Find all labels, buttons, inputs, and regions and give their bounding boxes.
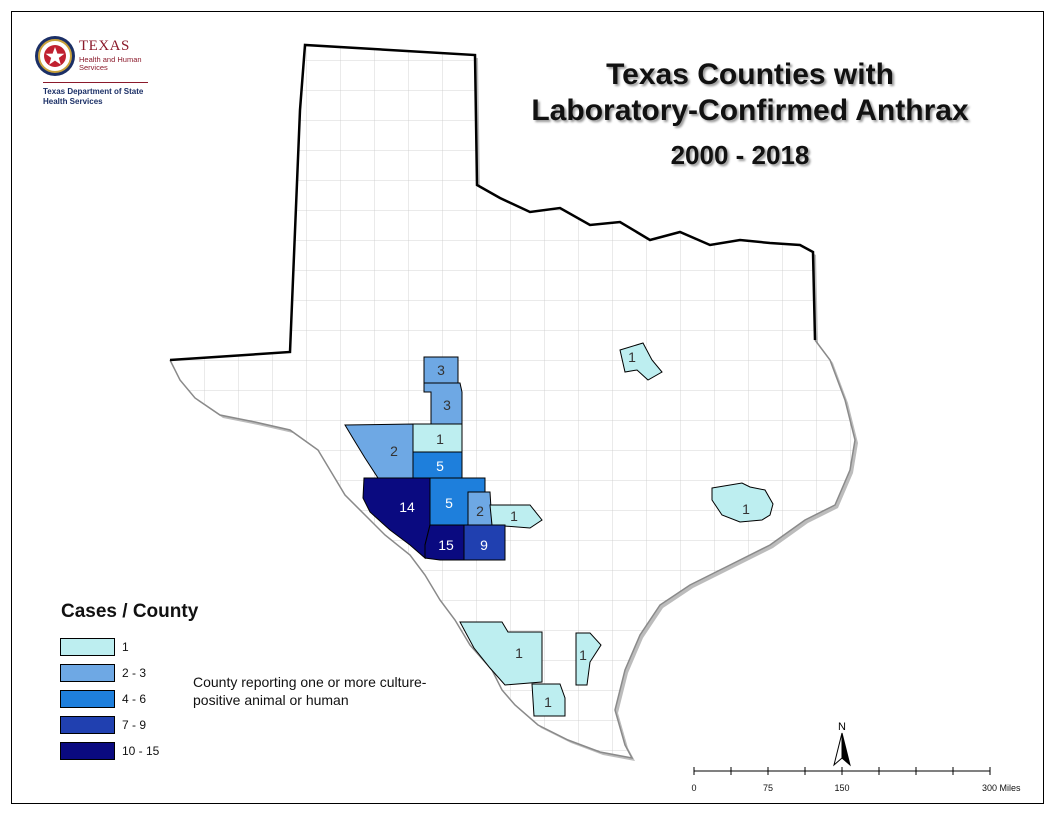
county-shape	[575, 632, 602, 686]
county-count: 1	[579, 647, 587, 663]
scale-tick-label: 300 Miles	[982, 783, 1021, 793]
map-frame	[11, 11, 1044, 804]
county-count: 5	[445, 495, 453, 511]
texas-seal-icon	[35, 36, 75, 76]
county-shape	[711, 482, 774, 523]
county-counts: 3 3 1 2 5 14 5 2 1 15 9 1 1 1 1 1	[390, 349, 750, 710]
county-count: 2	[476, 503, 484, 519]
county-count: 5	[436, 458, 444, 474]
county-count: 3	[443, 397, 451, 413]
north-arrow-icon	[833, 732, 843, 767]
legend-label: 7 - 9	[122, 718, 147, 732]
county-shape	[531, 683, 566, 717]
logo-org-name: TEXAS	[79, 38, 130, 54]
legend-swatch	[60, 638, 115, 656]
county-count: 1	[742, 501, 750, 517]
logo-department: Texas Department of State Health Service…	[43, 87, 144, 106]
county-count: 1	[628, 349, 636, 365]
logo-org-subtitle: Health and Human Services	[79, 55, 142, 72]
county-count: 1	[515, 645, 523, 661]
legend-title: Cases / County	[61, 601, 199, 622]
county-count: 1	[436, 431, 444, 447]
north-arrow: N	[833, 721, 851, 767]
north-label: N	[838, 721, 846, 733]
legend-note: County reporting one or more culture-pos…	[193, 674, 427, 708]
map-title-years: 2000 - 2018	[670, 140, 810, 170]
county-count: 1	[510, 508, 518, 524]
north-arrow-half	[841, 732, 851, 767]
county-shape	[489, 504, 543, 529]
map-title-line2: Laboratory-Confirmed Anthrax	[531, 94, 969, 127]
county-count: 1	[544, 694, 552, 710]
anthrax-counties	[344, 342, 774, 717]
legend-swatch	[60, 664, 115, 682]
county-shape	[459, 621, 543, 686]
scale-tick-label: 150	[834, 783, 849, 793]
legend-swatch	[60, 716, 115, 734]
county-count: 9	[480, 537, 488, 553]
county-shape	[619, 342, 663, 381]
map-title-line1: Texas Counties with	[606, 58, 894, 91]
county-shape	[463, 524, 506, 561]
legend-label: 4 - 6	[122, 692, 147, 706]
hhs-logo: TEXAS Health and Human Services Texas De…	[33, 34, 153, 114]
scale-tick-label: 0	[691, 783, 696, 793]
legend-swatch	[60, 742, 115, 760]
scale-bar: 0 75 150 300 Miles	[691, 767, 1021, 793]
legend-label: 2 - 3	[122, 666, 147, 680]
legend-swatch	[60, 690, 115, 708]
county-count: 15	[438, 537, 454, 553]
legend-label: 10 - 15	[122, 744, 160, 758]
logo-divider	[43, 82, 148, 83]
legend-label: 1	[122, 640, 129, 654]
county-count: 14	[399, 499, 415, 515]
county-count: 3	[437, 362, 445, 378]
county-count: 2	[390, 443, 398, 459]
state-border-black	[169, 43, 817, 362]
state-border-gray	[169, 339, 856, 760]
scale-tick-label: 75	[763, 783, 773, 793]
